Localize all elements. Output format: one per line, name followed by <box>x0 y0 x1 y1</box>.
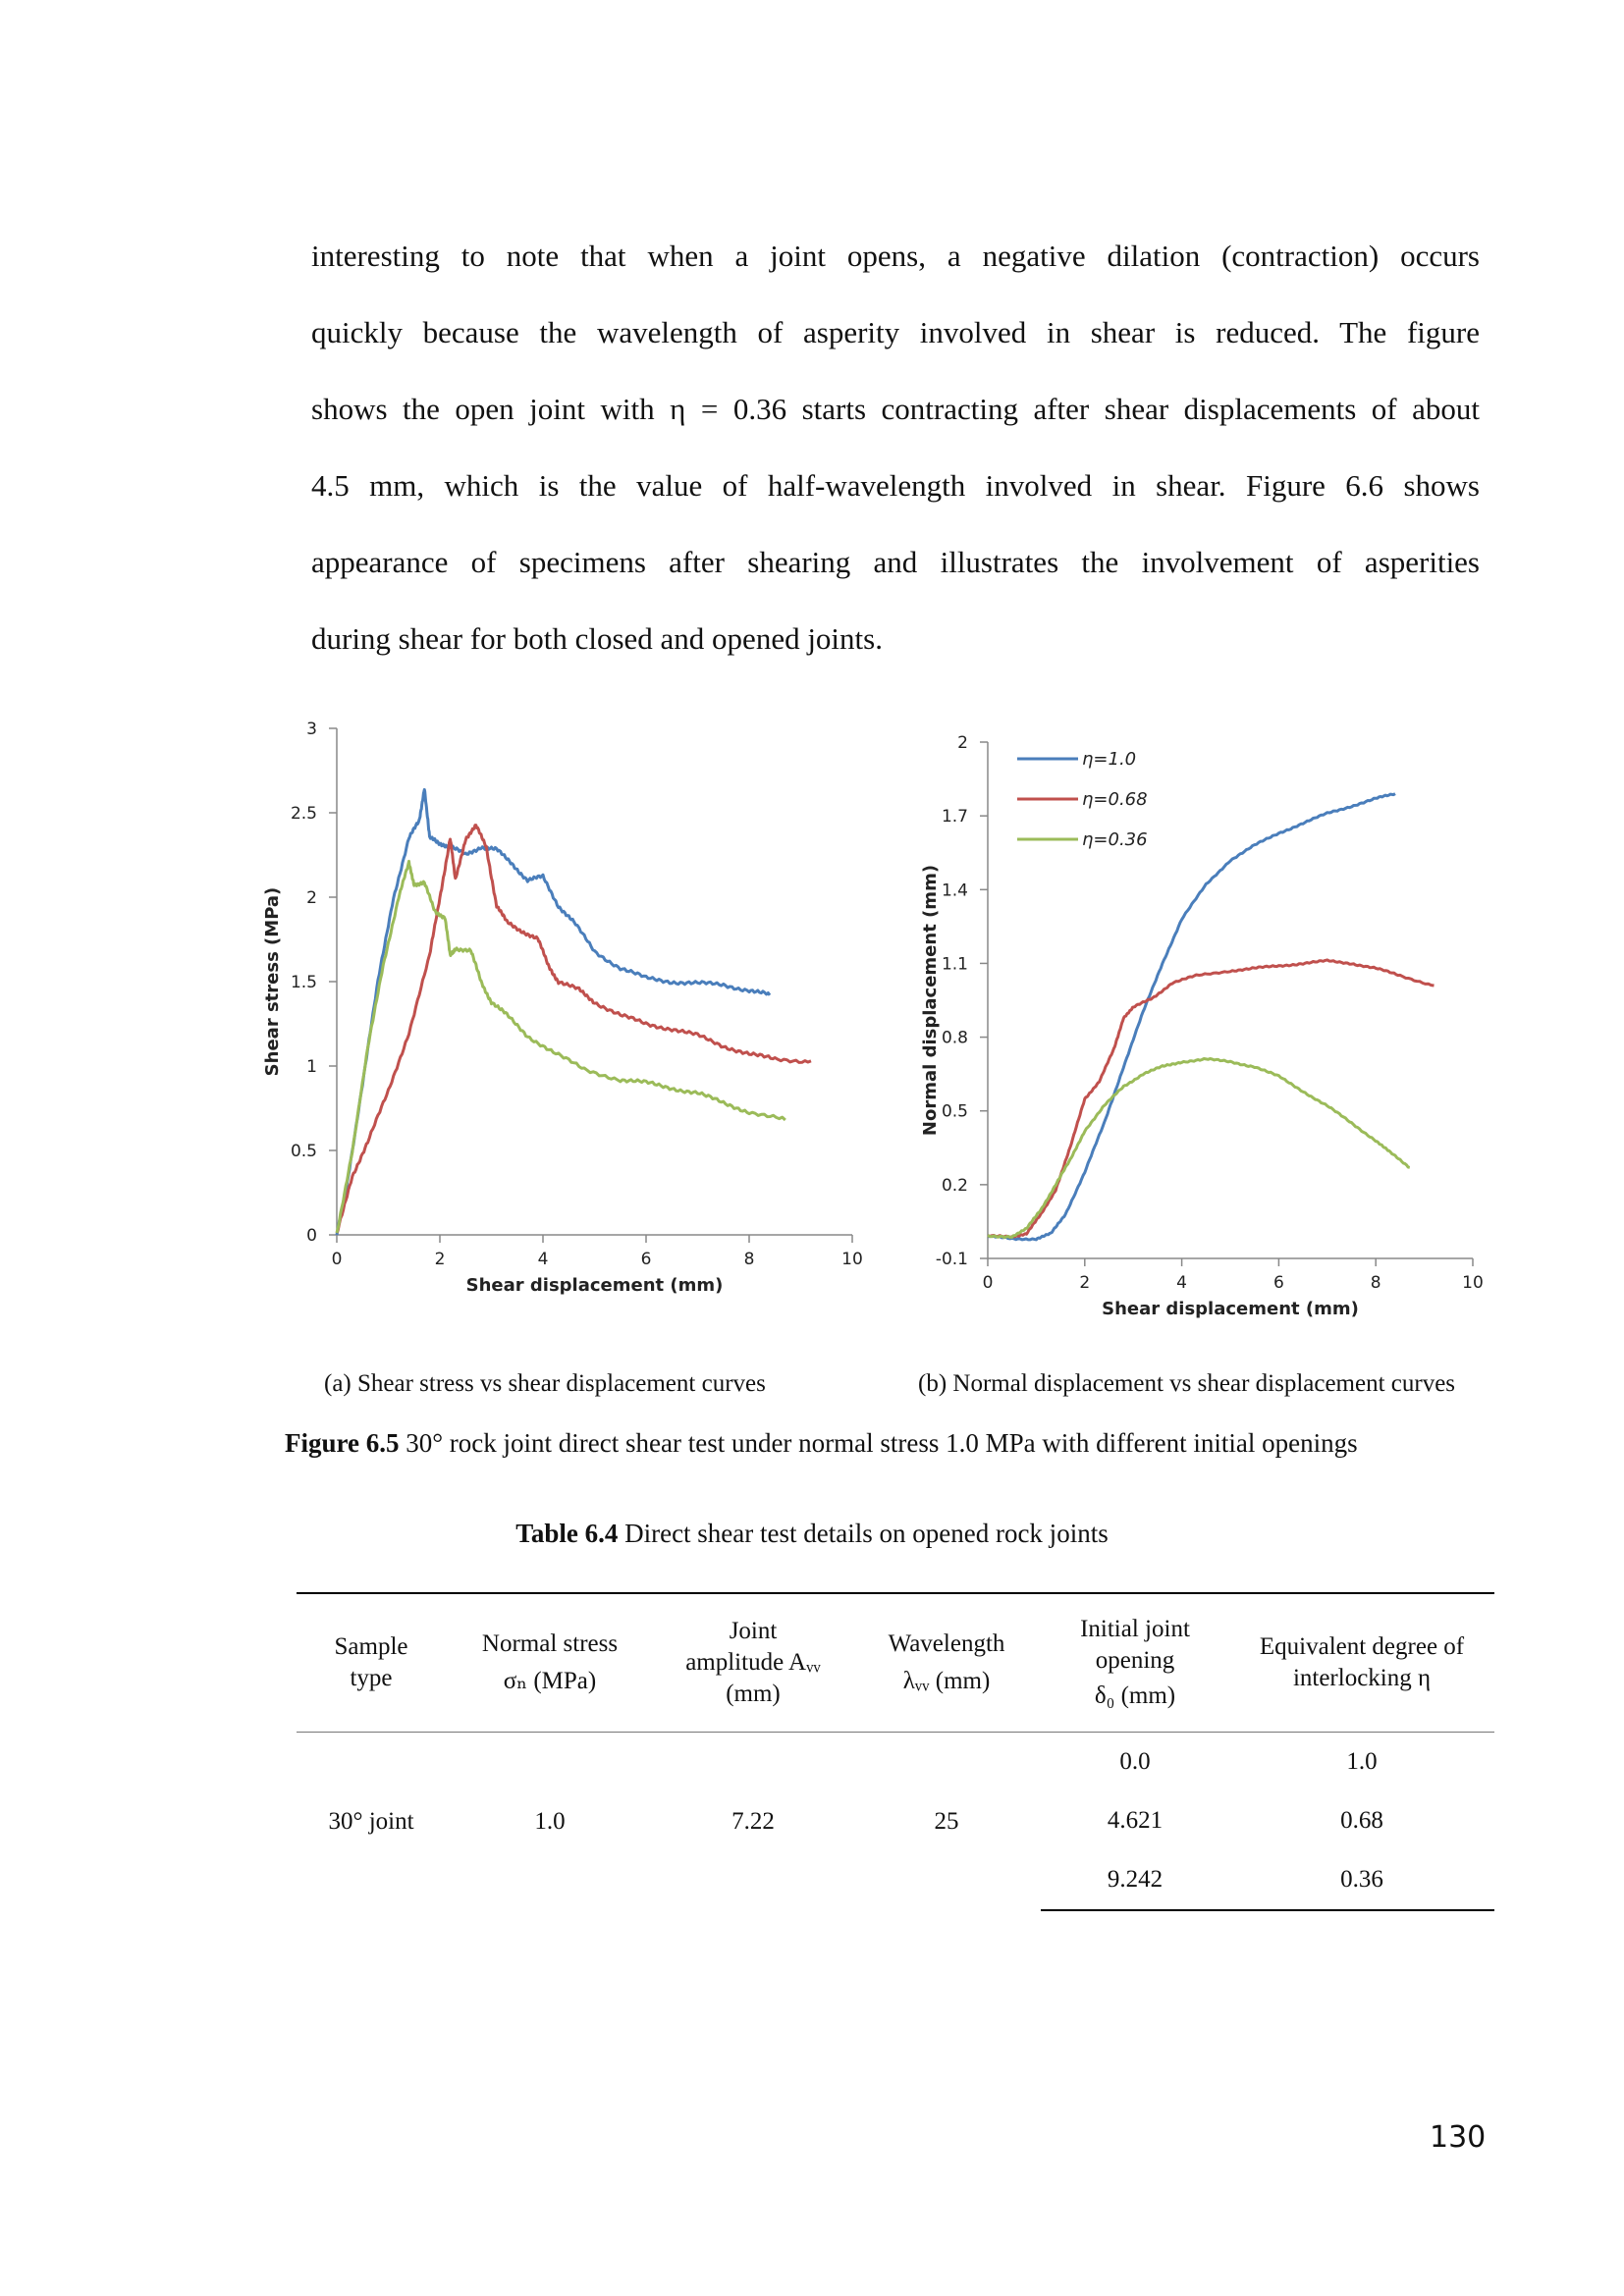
x-tick-label: 0 <box>332 1250 343 1269</box>
subcaption-b: (b) Normal displacement vs shear displac… <box>918 1370 1456 1397</box>
series-line <box>987 1057 1411 1239</box>
y-tick-label: 1.1 <box>942 954 968 974</box>
header-line: opening <box>1095 1647 1175 1674</box>
y-tick-label: 0.2 <box>942 1176 968 1196</box>
x-tick-label: 8 <box>1371 1273 1381 1293</box>
y-axis-label: Shear stress (MPa) <box>262 887 283 1077</box>
y-tick-label: -0.1 <box>936 1250 968 1269</box>
x-tick-label: 8 <box>744 1250 755 1269</box>
header-line: Joint <box>729 1618 778 1644</box>
series-line <box>987 792 1396 1242</box>
header-amplitude: Joint amplitude Aᵥᵥ (mm) <box>654 1592 852 1733</box>
header-line: (mm) <box>726 1681 781 1707</box>
x-tick-label: 0 <box>983 1273 994 1293</box>
header-wavelength: Wavelength λᵥᵥ (mm) <box>852 1592 1041 1733</box>
y-tick-label: 2 <box>957 733 968 753</box>
header-interlocking: Equivalent degree of interlocking η <box>1229 1592 1494 1733</box>
paragraph-line: 4.5 mm, which is the value of half-wavel… <box>311 468 1480 503</box>
header-line: Wavelength <box>888 1630 1005 1657</box>
paragraph-line: interesting to note that when a joint op… <box>311 239 1480 273</box>
header-sample-type: Sample type <box>297 1592 446 1733</box>
cell-interlocking: 0.36 <box>1229 1850 1494 1911</box>
table-row: 4.621 0.68 <box>297 1791 1494 1850</box>
figure-caption: Figure 6.5 30° rock joint direct shear t… <box>285 1428 1358 1459</box>
shear-test-table: Sample type Normal stress σₙ (MPa) Joint… <box>297 1592 1494 1911</box>
header-normal-stress: Normal stress σₙ (MPa) <box>446 1592 654 1733</box>
subcaption-a: (a) Shear stress vs shear displacement c… <box>324 1370 766 1397</box>
header-line: δ₀ (mm) <box>1094 1682 1176 1709</box>
cell-sample-type: 30° joint <box>328 1807 414 1835</box>
cell-opening: 9.242 <box>1041 1850 1229 1911</box>
cell-amplitude: 7.22 <box>731 1807 775 1835</box>
header-line: amplitude Aᵥᵥ <box>685 1649 821 1676</box>
x-tick-label: 10 <box>1462 1273 1484 1293</box>
paragraph-line: shows the open joint with η = 0.36 start… <box>311 392 1480 426</box>
y-tick-label: 3 <box>306 720 317 739</box>
header-line: σₙ (MPa) <box>503 1668 597 1694</box>
x-tick-label: 6 <box>1273 1273 1284 1293</box>
legend-label: η=0.36 <box>1082 829 1148 850</box>
x-tick-label: 2 <box>1079 1273 1090 1293</box>
header-line: Sample <box>334 1633 408 1660</box>
table-row: 30° joint 1.0 7.22 25 0.0 1.0 <box>297 1733 1494 1835</box>
y-tick-label: 0.8 <box>942 1029 968 1048</box>
y-tick-label: 0.5 <box>291 1142 317 1161</box>
cell-interlocking: 0.68 <box>1340 1807 1383 1834</box>
cell-normal-stress: 1.0 <box>534 1807 566 1835</box>
x-tick-label: 4 <box>538 1250 549 1269</box>
x-axis-label: Shear displacement (mm) <box>466 1275 724 1296</box>
legend-label: η=1.0 <box>1082 749 1136 770</box>
paragraph-line: quickly because the wavelength of asperi… <box>311 315 1480 349</box>
page-number: 130 <box>1430 2120 1487 2155</box>
y-tick-label: 2 <box>306 888 317 908</box>
series-line <box>335 787 772 1236</box>
header-line: Normal stress <box>481 1630 619 1657</box>
table-caption-text: Direct shear test details on opened rock… <box>618 1519 1109 1548</box>
x-tick-label: 10 <box>841 1250 863 1269</box>
series-line <box>335 824 812 1234</box>
y-tick-label: 0.5 <box>942 1102 968 1122</box>
y-tick-label: 1 <box>306 1057 317 1077</box>
x-tick-label: 2 <box>435 1250 446 1269</box>
series-line <box>335 859 786 1234</box>
table-header-row: Sample type Normal stress σₙ (MPa) Joint… <box>297 1592 1494 1733</box>
legend-label: η=0.68 <box>1082 789 1148 810</box>
x-tick-label: 6 <box>641 1250 652 1269</box>
cell-wavelength: 25 <box>934 1807 959 1835</box>
header-line: Equivalent degree of <box>1259 1633 1465 1660</box>
header-line: λᵥᵥ (mm) <box>902 1668 991 1694</box>
table-label: Table 6.4 <box>515 1519 619 1548</box>
cell-interlocking: 1.0 <box>1346 1748 1378 1775</box>
paragraph-line: during shear for both closed and opened … <box>311 621 883 656</box>
figure-label: Figure 6.5 <box>285 1428 400 1458</box>
y-tick-label: 2.5 <box>291 804 317 824</box>
header-line: Initial joint <box>1080 1616 1190 1642</box>
series-line <box>987 958 1435 1239</box>
cell-opening: 0.0 <box>1119 1748 1151 1775</box>
x-tick-label: 4 <box>1176 1273 1187 1293</box>
y-tick-label: 1.4 <box>942 881 968 900</box>
header-line: interlocking η <box>1292 1665 1432 1691</box>
table-caption: Table 6.4 Direct shear test details on o… <box>0 1519 1624 1549</box>
body-paragraph: interesting to note that when a joint op… <box>311 218 1480 677</box>
figure-caption-text: 30° rock joint direct shear test under n… <box>399 1428 1358 1458</box>
y-tick-label: 0 <box>306 1226 317 1246</box>
cell-opening: 4.621 <box>1107 1807 1164 1834</box>
y-tick-label: 1.7 <box>942 807 968 827</box>
header-line: type <box>350 1665 393 1691</box>
y-axis-label: Normal displacement (mm) <box>920 865 941 1136</box>
header-opening: Initial joint opening δ₀ (mm) <box>1041 1592 1229 1733</box>
paragraph-line: appearance of specimens after shearing a… <box>311 545 1480 579</box>
y-tick-label: 1.5 <box>291 973 317 992</box>
x-axis-label: Shear displacement (mm) <box>1102 1299 1359 1319</box>
table-row: 9.242 0.36 <box>297 1850 1494 1911</box>
